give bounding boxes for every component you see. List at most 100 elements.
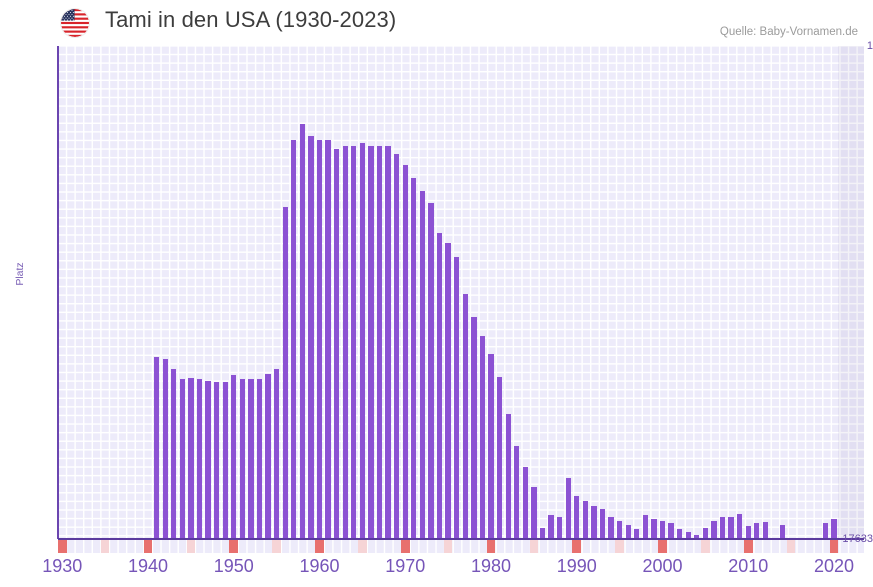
tick-minor: [443, 540, 453, 553]
bar: [514, 446, 520, 539]
x-axis-tick-label: 2000: [642, 556, 683, 576]
x-axis-tick-label: 1950: [213, 556, 254, 576]
bar: [779, 525, 786, 539]
bar-series: [58, 46, 864, 539]
bar: [205, 381, 211, 539]
x-axis-tick-label: 1980: [470, 556, 512, 576]
bar: [608, 517, 614, 539]
bar: [745, 526, 751, 539]
bar: [454, 257, 460, 539]
tick-minor: [615, 540, 624, 553]
bar: [282, 207, 288, 539]
tick-minor: [358, 540, 367, 553]
bar: [402, 165, 408, 539]
bar: [428, 203, 434, 539]
bar: [222, 382, 228, 539]
x-axis-tick-label: 1940: [128, 556, 169, 576]
bar: [728, 517, 734, 539]
bar: [582, 501, 588, 539]
bar: [651, 519, 657, 539]
bar: [737, 514, 743, 539]
bar: [334, 149, 340, 539]
bar: [436, 233, 443, 539]
bar: [634, 529, 640, 539]
us-flag-icon: [61, 9, 89, 37]
bar: [754, 523, 760, 539]
tick-major: [143, 540, 153, 553]
bar: [291, 140, 297, 539]
bar: [694, 535, 700, 539]
bar: [411, 178, 417, 539]
bar: [351, 146, 357, 539]
bar: [702, 528, 709, 539]
tick-major: [58, 540, 67, 553]
bar: [308, 136, 314, 539]
bar: [522, 467, 528, 539]
bar: [556, 517, 563, 539]
tick-minor: [272, 540, 281, 553]
bar: [213, 382, 220, 539]
bar: [668, 523, 674, 539]
bar: [831, 519, 837, 539]
tick-major: [315, 540, 324, 553]
x-axis-tick-label: 1970: [385, 556, 426, 576]
bar: [445, 243, 451, 539]
bar: [325, 140, 331, 539]
y-axis-bottom-tick-label: 17633: [842, 533, 873, 545]
bar: [376, 146, 383, 539]
x-axis-line: [58, 538, 864, 540]
bar: [479, 336, 486, 539]
bar: [711, 521, 717, 539]
chart-plot-area: [58, 46, 864, 539]
bar: [505, 414, 511, 539]
tick-major: [743, 540, 753, 553]
x-axis-tick-label: 2020: [813, 556, 854, 576]
tick-major: [829, 540, 839, 553]
x-axis-tick-strip: [58, 540, 864, 553]
chart-gridlines: [58, 46, 864, 539]
bar: [659, 521, 666, 539]
tick-major: [400, 540, 410, 553]
bar: [188, 378, 194, 539]
bar: [162, 359, 168, 539]
bar: [616, 521, 623, 539]
x-axis-tick-label: 1960: [299, 556, 340, 576]
bar: [548, 515, 554, 539]
bar: [248, 379, 254, 539]
bar: [471, 317, 477, 539]
bar: [565, 478, 571, 539]
bar: [591, 506, 597, 539]
bar: [256, 379, 263, 539]
bar: [531, 487, 537, 539]
bar: [539, 528, 546, 539]
tick-major: [229, 540, 239, 553]
bar: [685, 532, 691, 539]
page-title: Tami in den USA (1930-2023): [105, 7, 397, 32]
bar: [488, 354, 494, 539]
bar: [762, 522, 769, 539]
bar: [368, 146, 374, 539]
x-axis-tick-label: 1990: [556, 556, 597, 576]
bar: [385, 146, 391, 539]
bar: [316, 140, 323, 539]
tick-minor: [529, 540, 539, 553]
x-axis-tick-label: 2010: [728, 556, 769, 576]
bar: [239, 379, 245, 539]
tick-minor: [100, 540, 110, 553]
chart-header: Tami in den USA (1930-2023) Quelle: Baby…: [0, 0, 873, 45]
bar: [599, 509, 606, 539]
source-attribution: Quelle: Baby-Vornamen.de: [719, 26, 858, 38]
tick-major: [486, 540, 496, 553]
bar: [179, 379, 185, 539]
y-axis-line: [57, 46, 59, 539]
bar: [153, 357, 160, 539]
bar: [273, 369, 280, 539]
bar: [462, 294, 468, 539]
tick-minor: [701, 540, 710, 553]
tick-major: [658, 540, 667, 553]
bar: [231, 375, 237, 539]
no-data-shaded-region: [838, 46, 864, 539]
bar: [496, 377, 503, 539]
y-axis-top-tick-label: 1: [866, 40, 873, 52]
bar: [574, 496, 580, 539]
